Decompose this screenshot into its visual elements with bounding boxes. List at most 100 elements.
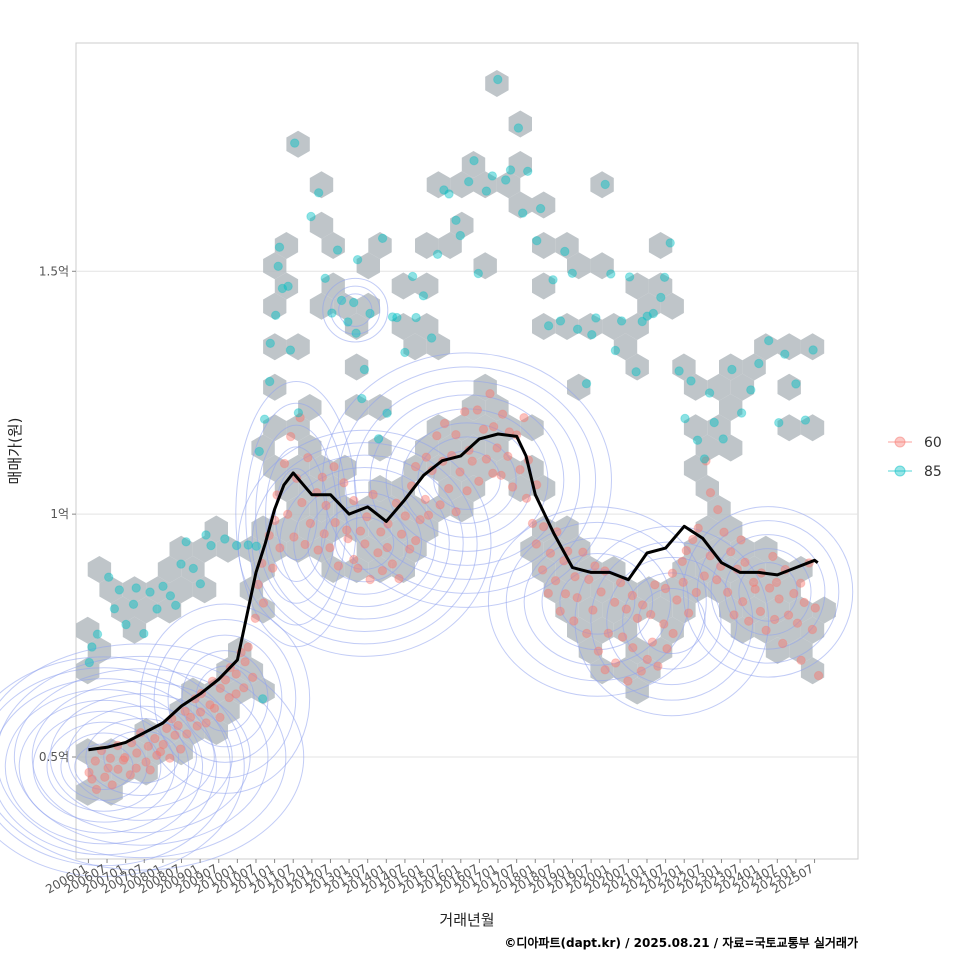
- hex-bin: [555, 313, 579, 340]
- data-point-85: [336, 295, 347, 306]
- data-point-85: [555, 316, 566, 326]
- data-point-85: [600, 179, 610, 190]
- data-point-60: [810, 603, 820, 613]
- trend-line-layer: [88, 432, 819, 752]
- data-point-60: [394, 573, 404, 584]
- hex-bin: [742, 353, 766, 381]
- data-point-60: [632, 613, 643, 623]
- hex-bin: [637, 292, 661, 320]
- hex-bin: [263, 454, 287, 482]
- data-point-85: [254, 446, 264, 457]
- hex-bin: [590, 171, 614, 199]
- hex-bin: [532, 475, 556, 502]
- data-point-60: [570, 572, 580, 582]
- hex-bin: [344, 353, 369, 381]
- data-point-60: [488, 468, 498, 478]
- hex-bin: [590, 657, 614, 685]
- hex-bin: [719, 394, 743, 421]
- hex-bin: [625, 596, 649, 624]
- data-point-60: [642, 654, 652, 665]
- data-point-85: [373, 434, 384, 444]
- density-contour: [167, 634, 283, 763]
- hex-bin: [520, 535, 544, 563]
- data-point-85: [736, 408, 747, 418]
- hex-bin: [532, 313, 556, 340]
- data-point-60: [545, 548, 556, 558]
- data-point-60: [415, 515, 425, 525]
- data-point-60: [155, 747, 166, 757]
- hex-bin: [286, 333, 310, 361]
- data-point-60: [355, 526, 366, 536]
- hex-bin: [660, 576, 684, 604]
- data-point-60: [560, 589, 571, 599]
- data-point-60: [145, 765, 155, 775]
- data-point-60: [396, 529, 407, 539]
- hex-bin: [625, 353, 649, 381]
- data-point-85: [674, 366, 684, 376]
- data-point-60: [349, 554, 359, 565]
- data-point-85: [624, 272, 635, 282]
- hex-bin: [122, 738, 147, 766]
- hex-bin: [192, 576, 217, 604]
- data-point-60: [118, 755, 129, 765]
- density-contour: [710, 534, 826, 650]
- data-point-85: [121, 619, 131, 630]
- data-point-60: [503, 451, 513, 461]
- data-point-85: [692, 435, 703, 445]
- density-contour: [417, 436, 517, 524]
- data-point-60: [659, 619, 669, 629]
- hex-bin: [473, 252, 497, 280]
- data-point-85: [606, 269, 616, 279]
- data-point-85: [145, 587, 155, 597]
- hex-bin: [800, 616, 825, 644]
- density-contour: [139, 603, 311, 794]
- hex-bin: [496, 454, 521, 482]
- data-point-85: [332, 245, 343, 255]
- data-point-85: [273, 261, 283, 271]
- data-point-60: [783, 610, 794, 620]
- data-point-60: [796, 578, 806, 588]
- data-point-85: [665, 238, 675, 248]
- hex-bin: [485, 70, 509, 97]
- hex-bin: [415, 434, 439, 462]
- density-contour: [338, 293, 373, 327]
- data-point-60: [170, 730, 180, 740]
- data-point-60: [647, 637, 658, 647]
- hex-bin: [648, 272, 673, 300]
- data-point-60: [678, 577, 688, 587]
- data-point-60: [180, 706, 190, 716]
- hex-bin: [76, 657, 100, 685]
- data-point-60: [555, 606, 565, 616]
- density-contour: [60, 732, 148, 801]
- density-contour: [369, 394, 565, 566]
- hex-bin: [134, 596, 158, 624]
- hex-bin: [368, 394, 392, 421]
- data-point-60: [653, 661, 663, 671]
- data-point-60: [693, 523, 703, 533]
- data-point-60: [588, 605, 598, 615]
- data-point-60: [705, 488, 716, 498]
- hex-bin: [578, 637, 603, 664]
- data-point-60: [120, 752, 130, 763]
- data-point-60: [432, 431, 442, 441]
- data-point-85: [505, 165, 516, 175]
- data-point-85: [418, 291, 429, 301]
- hex-bin: [555, 232, 579, 259]
- data-point-60: [712, 575, 722, 585]
- data-point-60: [521, 493, 532, 503]
- data-point-60: [267, 563, 278, 573]
- hex-bin: [192, 535, 217, 563]
- caption: ©디아파트(dapt.kr) / 2025.08.21 / 자료=국토교통부 실…: [504, 935, 858, 950]
- data-point-60: [451, 430, 461, 440]
- data-point-60: [799, 597, 809, 608]
- hex-bin: [590, 576, 614, 604]
- data-point-60: [279, 458, 290, 469]
- data-point-60: [668, 628, 678, 639]
- data-point-60: [162, 723, 172, 734]
- hex-bin: [122, 576, 147, 604]
- density-contour: [696, 520, 840, 664]
- hex-bin: [777, 414, 801, 442]
- data-point-85: [306, 211, 316, 222]
- hex-bin: [754, 333, 778, 361]
- density-contour: [330, 285, 381, 335]
